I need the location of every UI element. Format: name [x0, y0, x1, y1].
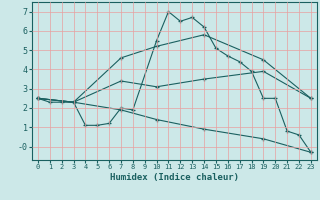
X-axis label: Humidex (Indice chaleur): Humidex (Indice chaleur): [110, 173, 239, 182]
